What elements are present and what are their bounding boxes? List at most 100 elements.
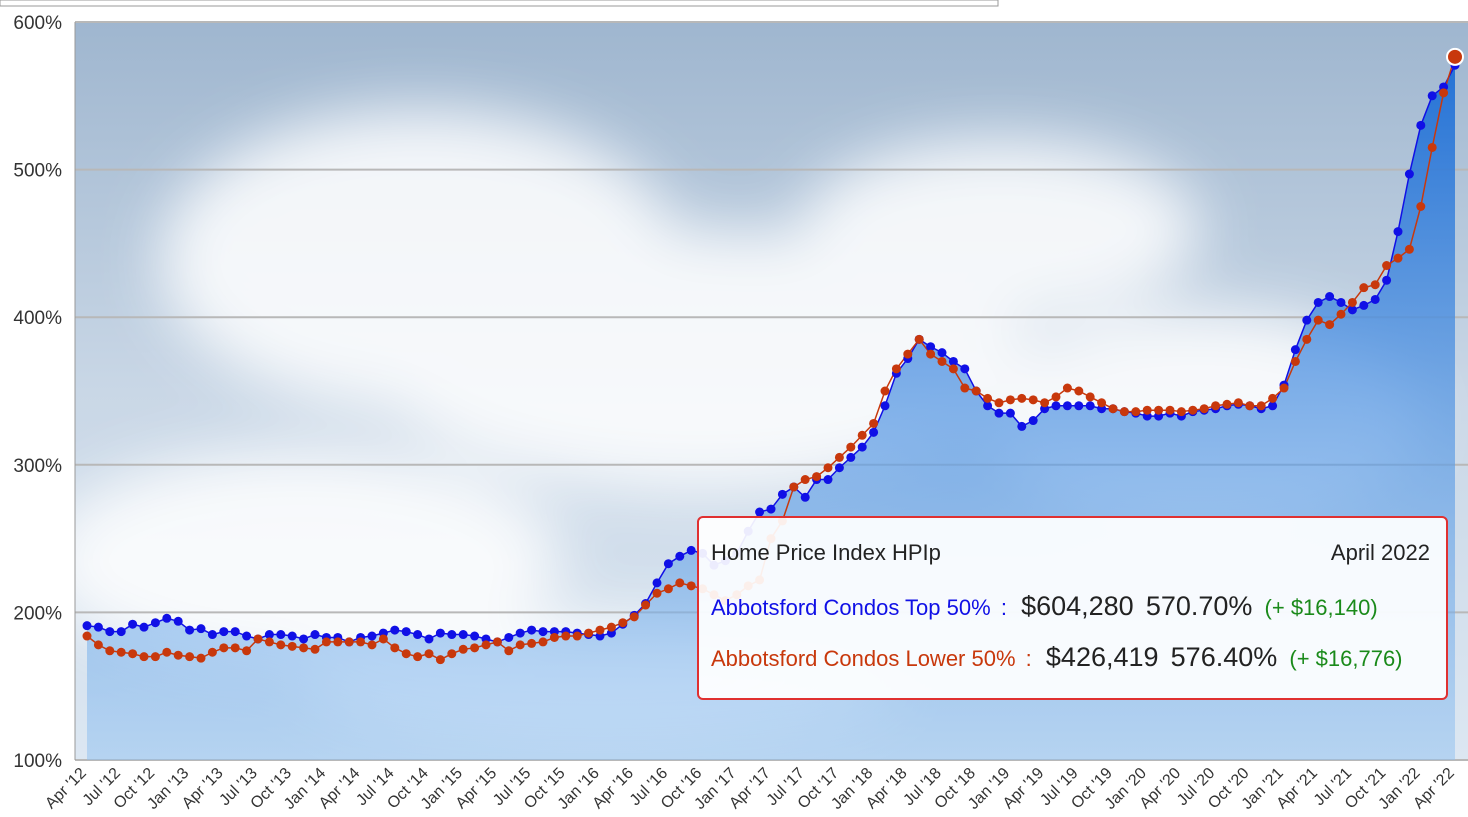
point	[1176, 407, 1186, 417]
point	[401, 627, 411, 637]
point	[1165, 405, 1175, 415]
point	[1302, 334, 1312, 344]
point	[1040, 398, 1050, 408]
point	[1347, 305, 1357, 315]
point	[675, 578, 685, 588]
point	[869, 427, 879, 437]
point	[675, 551, 685, 561]
point	[1439, 88, 1449, 98]
point	[82, 631, 92, 641]
point	[344, 637, 354, 647]
point	[253, 634, 263, 644]
tooltip-row: Abbotsford Condos Lower 50% : $426,419 5…	[711, 642, 1403, 672]
point	[914, 334, 924, 344]
point	[1404, 244, 1414, 254]
highlight-point	[1446, 47, 1464, 66]
point	[1199, 404, 1209, 414]
point	[356, 637, 366, 647]
percent: 576.40%	[1171, 642, 1278, 672]
point	[983, 393, 993, 403]
change: (+ $16,140)	[1265, 595, 1378, 620]
point	[1085, 392, 1095, 402]
point	[823, 475, 833, 485]
point	[481, 640, 491, 650]
point	[242, 631, 252, 641]
tooltip: Home Price Index HPIp April 2022 Abbotsf…	[697, 516, 1448, 700]
point	[470, 631, 480, 641]
point	[458, 630, 468, 640]
point	[242, 646, 252, 656]
point	[1005, 408, 1015, 418]
point	[800, 475, 810, 485]
point	[834, 463, 844, 473]
point	[310, 644, 320, 654]
point	[1382, 275, 1392, 285]
point	[891, 364, 901, 374]
point	[1325, 292, 1335, 302]
point	[219, 627, 229, 637]
point	[1268, 401, 1278, 411]
y-tick-label: 500%	[13, 161, 62, 182]
point	[538, 627, 548, 637]
point	[1416, 202, 1426, 211]
point	[185, 625, 195, 635]
point	[264, 637, 274, 647]
point	[458, 644, 468, 654]
point	[823, 463, 833, 473]
point	[538, 637, 548, 647]
point	[1370, 280, 1380, 290]
series-name: Abbotsford Condos Top 50%	[711, 595, 991, 620]
point	[310, 630, 320, 640]
point	[1427, 142, 1437, 152]
point	[755, 507, 765, 517]
point	[1302, 315, 1312, 325]
point	[572, 631, 582, 641]
point	[413, 630, 423, 640]
point	[139, 652, 149, 662]
point	[937, 356, 947, 366]
point	[276, 630, 286, 640]
point	[93, 640, 103, 650]
point	[504, 632, 514, 642]
point	[435, 628, 445, 638]
point	[960, 364, 970, 374]
point	[948, 356, 958, 366]
frame	[0, 0, 999, 7]
point	[1393, 253, 1403, 263]
point	[983, 401, 993, 411]
point	[1404, 169, 1414, 179]
point	[686, 545, 696, 555]
point	[948, 364, 958, 374]
point	[287, 641, 297, 651]
point	[1359, 300, 1369, 310]
point	[1131, 407, 1141, 417]
point	[515, 628, 525, 638]
percent: 570.70%	[1146, 591, 1253, 621]
point	[834, 452, 844, 462]
point	[1359, 283, 1369, 293]
point	[846, 442, 856, 452]
point	[492, 637, 502, 647]
tooltip-date: April 2022	[1331, 540, 1430, 565]
point	[150, 652, 160, 662]
point	[162, 647, 172, 657]
point	[595, 625, 605, 635]
point	[1313, 297, 1323, 307]
point	[299, 634, 309, 644]
point	[1119, 407, 1129, 417]
point	[663, 584, 673, 594]
point	[435, 655, 445, 665]
point	[185, 652, 195, 662]
point	[515, 640, 525, 650]
point	[652, 578, 662, 588]
point	[470, 643, 480, 653]
point	[527, 625, 537, 635]
point	[333, 637, 343, 647]
separator: :	[1001, 595, 1007, 620]
point	[800, 492, 810, 502]
point	[1062, 383, 1072, 393]
y-tick-label: 200%	[13, 603, 62, 624]
point	[162, 613, 172, 623]
price: $604,280	[1021, 591, 1134, 621]
